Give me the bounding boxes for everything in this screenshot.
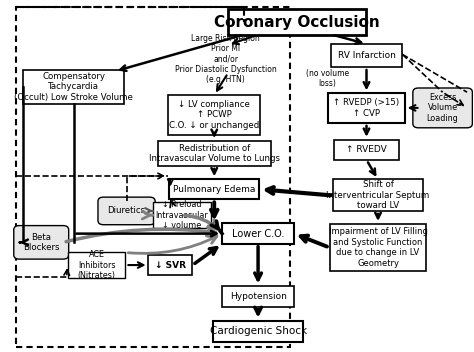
Text: RV Infarction: RV Infarction <box>337 51 395 60</box>
Text: ACE
Inhibitors
(Nitrates): ACE Inhibitors (Nitrates) <box>78 250 116 280</box>
FancyBboxPatch shape <box>334 140 399 160</box>
FancyBboxPatch shape <box>14 226 69 259</box>
Text: ↑ RVEDP (>15)
↑ CVP: ↑ RVEDP (>15) ↑ CVP <box>333 98 400 118</box>
FancyBboxPatch shape <box>222 287 294 307</box>
Text: Diuretics: Diuretics <box>108 206 146 215</box>
FancyBboxPatch shape <box>148 256 192 275</box>
Text: (no volume
loss): (no volume loss) <box>306 69 349 88</box>
FancyBboxPatch shape <box>169 179 259 199</box>
Text: Redistribution of
Intravascular Volume to Lungs: Redistribution of Intravascular Volume t… <box>149 144 280 163</box>
Bar <box>16 7 291 347</box>
Text: Beta
Blockers: Beta Blockers <box>23 233 59 252</box>
FancyBboxPatch shape <box>329 224 427 271</box>
FancyBboxPatch shape <box>153 202 211 228</box>
FancyBboxPatch shape <box>228 9 366 36</box>
FancyBboxPatch shape <box>331 44 402 67</box>
FancyBboxPatch shape <box>328 93 404 123</box>
FancyBboxPatch shape <box>333 180 423 211</box>
Text: Shift of
Interventricular Septum
toward LV: Shift of Interventricular Septum toward … <box>327 180 429 210</box>
Text: Excess
Volume
Loading: Excess Volume Loading <box>427 93 458 123</box>
Text: ↓ Preload
Intravascular
↓ volume: ↓ Preload Intravascular ↓ volume <box>155 200 208 230</box>
Text: Pulmonary Edema: Pulmonary Edema <box>173 185 255 194</box>
FancyBboxPatch shape <box>98 197 155 225</box>
FancyBboxPatch shape <box>168 95 260 135</box>
FancyBboxPatch shape <box>23 70 124 103</box>
FancyBboxPatch shape <box>222 224 294 244</box>
Text: Hypotension: Hypotension <box>229 292 286 301</box>
Text: Large Risk Region
Prior MI
and/or
Prior Diastolic Dysfunction
(e.g. HTN): Large Risk Region Prior MI and/or Prior … <box>175 34 277 84</box>
FancyBboxPatch shape <box>213 321 303 342</box>
Text: Lower C.O.: Lower C.O. <box>232 228 284 239</box>
FancyBboxPatch shape <box>158 141 271 166</box>
Text: ↓ SVR: ↓ SVR <box>155 260 186 270</box>
Text: Compensatory
Tachycardia
(Occult) Low Stroke Volume: Compensatory Tachycardia (Occult) Low St… <box>14 72 133 102</box>
Text: Cardiogenic Shock: Cardiogenic Shock <box>210 326 307 337</box>
Text: Coronary Occlusion: Coronary Occlusion <box>214 15 380 30</box>
Text: ↑ RVEDV: ↑ RVEDV <box>346 145 387 154</box>
Text: Impairment of LV Filling
and Systolic Function
due to change in LV
Geometry: Impairment of LV Filling and Systolic Fu… <box>328 227 428 268</box>
Text: ↓ LV compliance
↑ PCWP
C.O. ↓ or unchanged: ↓ LV compliance ↑ PCWP C.O. ↓ or unchang… <box>169 100 259 130</box>
FancyBboxPatch shape <box>413 88 473 128</box>
FancyBboxPatch shape <box>68 252 126 278</box>
